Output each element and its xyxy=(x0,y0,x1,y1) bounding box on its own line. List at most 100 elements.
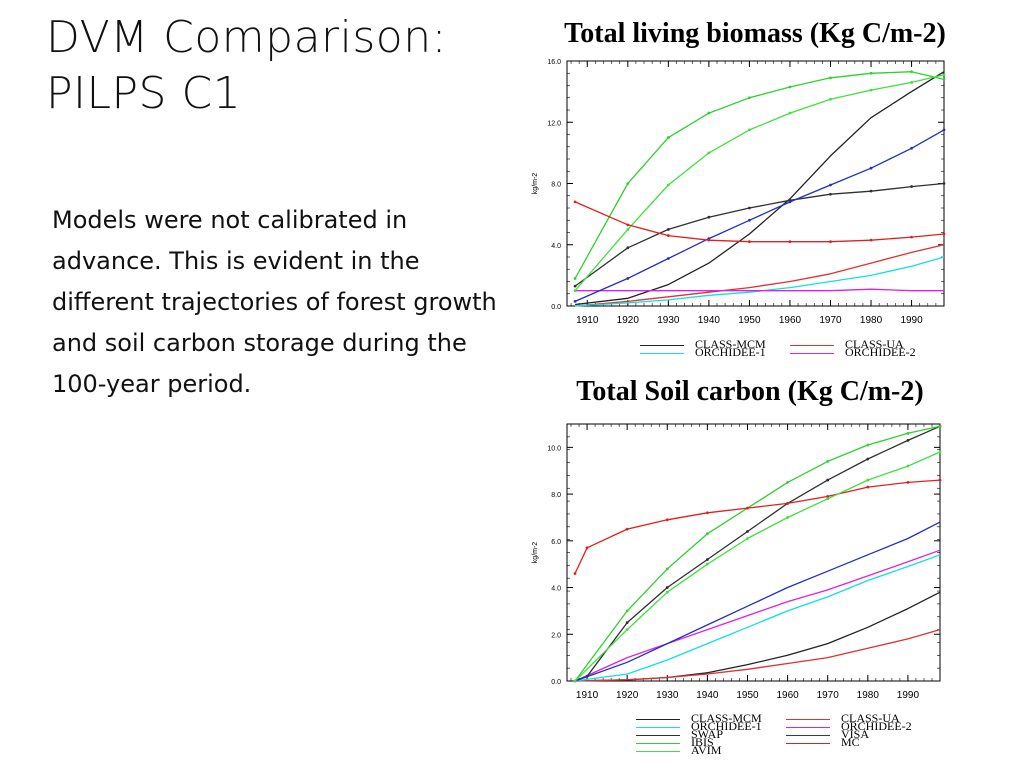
legend-swatch xyxy=(790,353,834,354)
legend-swatch xyxy=(790,345,834,346)
x-tick-label: 1970 xyxy=(817,690,840,701)
series-point--e02020 xyxy=(666,234,670,237)
series-line--40e040 xyxy=(574,74,945,292)
y-axis-label: kg/m-2 xyxy=(532,173,539,195)
series-point-ibis xyxy=(786,481,789,484)
y-tick-label: 2.0 xyxy=(551,632,561,639)
series-point-mc xyxy=(826,495,830,498)
series-point--2030c0 xyxy=(748,218,751,222)
series-point-mc xyxy=(746,506,749,510)
x-tick-label: 1930 xyxy=(657,315,680,326)
series-point--303030 xyxy=(707,215,711,219)
series-point-mc xyxy=(665,518,669,522)
slide-title-line2: PILPS C1 xyxy=(46,68,242,119)
series-point-swap xyxy=(665,586,669,589)
series-line-orchidee-1 xyxy=(574,554,941,682)
series-point--e02020 xyxy=(748,240,751,244)
y-tick-label: 0.0 xyxy=(551,679,561,686)
series-point--2030c0 xyxy=(869,166,873,170)
legend-label: CLASS-UA xyxy=(845,337,904,351)
series-point--30d030 xyxy=(788,85,792,89)
legend-label: CLASS-UA xyxy=(841,711,900,725)
legend-label: CLASS-MCM xyxy=(695,337,766,351)
series-point--303030 xyxy=(626,246,630,250)
series-point--303030 xyxy=(829,192,832,196)
series-line-class-ua xyxy=(574,628,941,682)
series-point-mc xyxy=(938,478,942,482)
y-tick-label: 10.0 xyxy=(547,445,561,452)
plot-frame-soil xyxy=(566,423,941,682)
y-tick-label: 6.0 xyxy=(551,539,561,546)
legend-label: IBIS xyxy=(691,735,714,749)
series-point--40e040 xyxy=(626,228,630,231)
series-point--2030c0 xyxy=(942,128,946,132)
series-point--2030c0 xyxy=(626,277,630,280)
legend-swatch xyxy=(636,719,680,720)
series-point--30d030 xyxy=(748,96,751,100)
legend-swatch xyxy=(636,751,680,752)
legend-label: ORCHIDEE-2 xyxy=(841,719,912,733)
series-point--303030 xyxy=(573,284,577,288)
y-tick-label: 12.0 xyxy=(547,120,561,127)
series-point-avim xyxy=(866,478,870,482)
legend-label: VISA xyxy=(841,727,870,741)
series-point-mc xyxy=(573,572,577,575)
series-point--e02020 xyxy=(829,240,832,244)
series-line--303030 xyxy=(574,182,945,287)
series-point-mc xyxy=(786,502,789,505)
legend-swatch xyxy=(636,743,680,744)
series-point--e02020 xyxy=(910,235,913,239)
series-point-mc xyxy=(866,485,870,489)
series-point--40e040 xyxy=(748,128,751,132)
series-point--30d030 xyxy=(829,76,832,80)
series-point--303030 xyxy=(869,189,873,193)
series-point--e02020 xyxy=(942,232,946,236)
series-point-avim xyxy=(573,679,577,683)
series-point-avim xyxy=(826,497,830,501)
legend-label: MC xyxy=(841,735,860,749)
slide-body-text: Models were not calibrated in advance. T… xyxy=(52,206,497,398)
legend-swatch xyxy=(636,727,680,728)
series-point-avim xyxy=(625,628,629,631)
series-point--30d030 xyxy=(869,71,873,75)
series-point-mc xyxy=(705,511,709,515)
series-point-ibis xyxy=(906,431,910,435)
series-point--2030c0 xyxy=(573,300,577,303)
legend-swatch xyxy=(786,743,830,744)
legend-label: ORCHIDEE-1 xyxy=(691,719,762,733)
legend-label: ORCHIDEE-2 xyxy=(845,345,916,359)
legend-swatch xyxy=(786,735,830,736)
legend-label: CLASS-MCM xyxy=(691,711,762,725)
chart-title-biomass: Total living biomass (Kg C/m-2) xyxy=(564,18,946,49)
x-tick-label: 1920 xyxy=(616,690,639,701)
series-line-avim xyxy=(574,451,941,682)
series-point--40e040 xyxy=(829,97,832,101)
x-tick-label: 1950 xyxy=(736,690,759,701)
x-tick-label: 1920 xyxy=(617,315,640,326)
series-point--30d030 xyxy=(910,70,913,74)
series-line-orchidee-1 xyxy=(575,256,945,307)
series-point-ibis xyxy=(826,459,830,463)
slide-title-line1: DVM Comparison: xyxy=(46,12,447,63)
x-tick-label: 1970 xyxy=(819,315,842,326)
legend-soil-carbon: CLASS-MCM CLASS-UA ORCHIDEE-1 ORCHIDEE-2 SWA… xyxy=(636,711,966,764)
y-tick-label: 16.0 xyxy=(547,59,561,66)
series-point--30d030 xyxy=(573,277,577,280)
x-tick-label: 1910 xyxy=(576,690,599,701)
series-point-mc xyxy=(625,527,629,531)
series-point-swap xyxy=(826,478,830,482)
x-tick-label: 1910 xyxy=(576,315,599,326)
series-point--30d030 xyxy=(626,182,630,185)
series-point-mc xyxy=(906,481,910,484)
series-point-ibis xyxy=(665,567,669,571)
series-point-ibis xyxy=(625,609,629,613)
x-tick-label: 1930 xyxy=(656,690,679,701)
series-point--303030 xyxy=(910,185,913,188)
x-tick-label: 1980 xyxy=(860,315,883,326)
series-line--e02020 xyxy=(574,201,945,243)
y-tick-label: 4.0 xyxy=(551,243,561,250)
legend-label: ORCHIDEE-1 xyxy=(695,345,766,359)
legend-swatch xyxy=(786,719,830,720)
series-point--303030 xyxy=(748,206,751,210)
